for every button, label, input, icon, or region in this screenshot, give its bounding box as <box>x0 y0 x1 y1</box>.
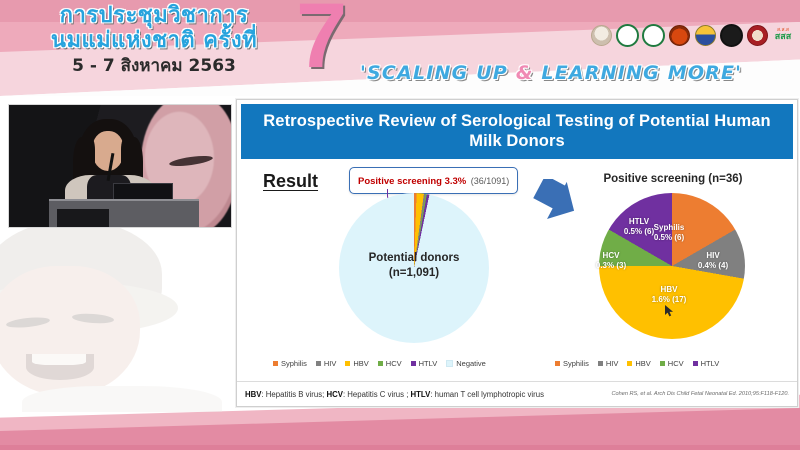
legend-right-item-hiv[interactable]: HIV <box>597 359 619 368</box>
slice-label-htlv-value: 0.5% (6) <box>623 227 655 236</box>
legend-left-swatch-htlv-icon <box>410 361 416 366</box>
slice-label-hiv-name: HIV <box>706 251 720 260</box>
green-health-ministry-logo-icon <box>615 22 639 48</box>
legend-right-label-hbv: HBV <box>635 359 651 368</box>
legend-right-swatch-hiv-icon <box>597 361 603 366</box>
slice-label-hcv-value: 0.3% (3) <box>595 261 627 270</box>
organizer-logos: ส.ส.ส สสส <box>590 22 794 48</box>
slice-label-syphilis: Syphilis 0.5% (6) <box>641 223 697 243</box>
conference-tagline: 'SCALING UP & LEARNING MORE' <box>360 62 742 84</box>
pie-left-label-line1: Potential donors <box>368 252 460 264</box>
legend-left-item-hiv[interactable]: HIV <box>315 359 337 368</box>
legend-left-label-hbv: HBV <box>353 359 369 368</box>
legend-right-label-hcv: HCV <box>667 359 684 368</box>
pie-right-title: Positive screening (n=36) <box>603 173 743 185</box>
legend-right-swatch-hbv-icon <box>627 361 633 366</box>
legend-left: Syphilis HIV HBV HCV HTLV Negative <box>273 359 486 368</box>
tagline-part2: LEARNING MORE' <box>533 62 743 84</box>
slide-footnote: HBV: Hepatitis B virus; HCV: Hepatitis C… <box>237 381 797 406</box>
header-band-dark <box>0 0 800 22</box>
legend-right: Syphilis HIV HBV HCV HTLV <box>555 359 719 368</box>
red-circle-crest-logo-icon <box>746 22 768 48</box>
conference-title-line1: การประชุมวิชาการ <box>59 3 249 28</box>
legend-left-item-hcv[interactable]: HCV <box>377 359 402 368</box>
abbr-hbv-value: : Hepatitis B virus; <box>261 389 327 399</box>
callout-fraction: (36/1091) <box>470 176 510 186</box>
legend-left-item-htlv[interactable]: HTLV <box>410 359 438 368</box>
legend-left-item-syphilis[interactable]: Syphilis <box>273 359 307 368</box>
abbr-htlv-value: : human T cell lymphotropic virus <box>430 389 544 399</box>
legend-left-label-htlv: HTLV <box>418 359 438 368</box>
slice-label-hbv: HBV 1.6% (17) <box>633 285 705 305</box>
legend-right-label-syphilis: Syphilis <box>563 359 589 368</box>
legend-right-label-htlv: HTLV <box>700 359 720 368</box>
mouse-cursor-icon <box>665 305 673 317</box>
legend-left-swatch-hcv-icon <box>377 361 383 366</box>
baby-watermark-photo <box>0 226 232 412</box>
legend-right-item-syphilis[interactable]: Syphilis <box>555 359 589 368</box>
sss-logo-top-text: ส.ส.ส <box>777 27 789 33</box>
callout-percentage: Positive screening 3.3% <box>358 176 467 187</box>
pie-chart-positive-screening <box>599 193 745 339</box>
legend-left-label-syphilis: Syphilis <box>281 359 307 368</box>
legend-right-item-hcv[interactable]: HCV <box>659 359 684 368</box>
sss-logo-text: สสส <box>774 32 792 42</box>
tagline-ampersand: & <box>515 62 534 84</box>
abbr-hcv-key: HCV <box>326 389 343 399</box>
black-circle-emblem-logo-icon <box>719 22 743 48</box>
slice-label-hbv-name: HBV <box>660 285 678 294</box>
gold-blue-crest-logo-icon <box>694 22 716 48</box>
footer-band-edge <box>0 445 800 450</box>
pie-left-center-label: Potential donors (n=1,091) <box>339 251 489 281</box>
edition-number: 7 <box>296 0 348 87</box>
abbr-htlv-key: HTLV <box>410 389 431 399</box>
conference-title-line2: นมแม่แห่งชาติ ครั้งที่ <box>50 28 258 53</box>
legend-left-item-negative[interactable]: Negative <box>446 359 486 368</box>
speaker-webcam-feed[interactable] <box>8 104 232 228</box>
legend-left-swatch-negative-icon <box>446 360 454 367</box>
legend-right-swatch-htlv-icon <box>692 361 698 366</box>
conference-title-thai: การประชุมวิชาการ นมแม่แห่งชาติ ครั้งที่ … <box>14 4 294 77</box>
legend-left-swatch-hbv-icon <box>345 361 351 366</box>
legend-left-label-hcv: HCV <box>385 359 402 368</box>
slice-label-hiv-value: 0.4% (4) <box>697 261 729 270</box>
slide-title: Retrospective Review of Serological Test… <box>241 104 793 159</box>
legend-right-item-htlv[interactable]: HTLV <box>692 359 720 368</box>
slice-label-syphilis-name: Syphilis <box>653 223 685 232</box>
abbr-hbv-key: HBV <box>245 389 262 399</box>
result-heading: Result <box>263 171 319 191</box>
tagline-part1: 'SCALING UP <box>360 62 516 84</box>
slice-label-hbv-value: 1.6% (17) <box>651 295 687 304</box>
red-royal-crest-logo-icon <box>668 22 690 48</box>
slice-label-hcv: HCV 0.3% (3) <box>589 251 633 271</box>
citation-reference: Cohen RS, et al. Arch Dis Child Fetal Ne… <box>611 391 789 397</box>
legend-right-item-hbv[interactable]: HBV <box>627 359 651 368</box>
royal-emblem-logo-icon <box>590 22 612 48</box>
slide-panel: Retrospective Review of Serological Test… <box>236 99 798 407</box>
legend-left-swatch-syphilis-icon <box>273 361 278 366</box>
legend-left-label-hiv: HIV <box>323 359 337 368</box>
legend-right-swatch-syphilis-icon <box>555 361 560 366</box>
thaihealth-sss-logo-icon: ส.ส.ส สสส <box>772 22 794 48</box>
slice-label-syphilis-value: 0.5% (6) <box>653 233 685 242</box>
slide-body: Result Positive screening 3.3% (36/1091)… <box>237 159 797 387</box>
legend-right-swatch-hcv-icon <box>659 361 665 366</box>
legend-left-label-negative: Negative <box>456 359 486 368</box>
blue-arrow-icon <box>533 179 575 220</box>
legend-left-item-hbv[interactable]: HBV <box>345 359 369 368</box>
legend-right-label-hiv: HIV <box>605 359 619 368</box>
pie-left-label-line2: (n=1,091) <box>388 267 440 279</box>
pie-chart-potential-donors <box>339 193 489 343</box>
legend-left-swatch-hiv-icon <box>315 361 321 366</box>
slice-label-htlv: HTLV 0.5% (6) <box>615 217 663 237</box>
positive-screening-callout: Positive screening 3.3% (36/1091) <box>349 167 519 194</box>
green-health-department-logo-icon <box>641 22 665 48</box>
abbreviation-note: HBV: Hepatitis B virus; HCV: Hepatitis C… <box>245 390 544 399</box>
slice-label-hcv-name: HCV <box>602 251 620 260</box>
abbr-hcv-value: : Hepatitis C virus ; <box>342 389 411 399</box>
conference-date: 5 - 7 สิงหาคม 2563 <box>72 56 236 76</box>
slice-label-htlv-name: HTLV <box>628 217 650 226</box>
slice-label-hiv: HIV 0.4% (4) <box>689 251 737 271</box>
